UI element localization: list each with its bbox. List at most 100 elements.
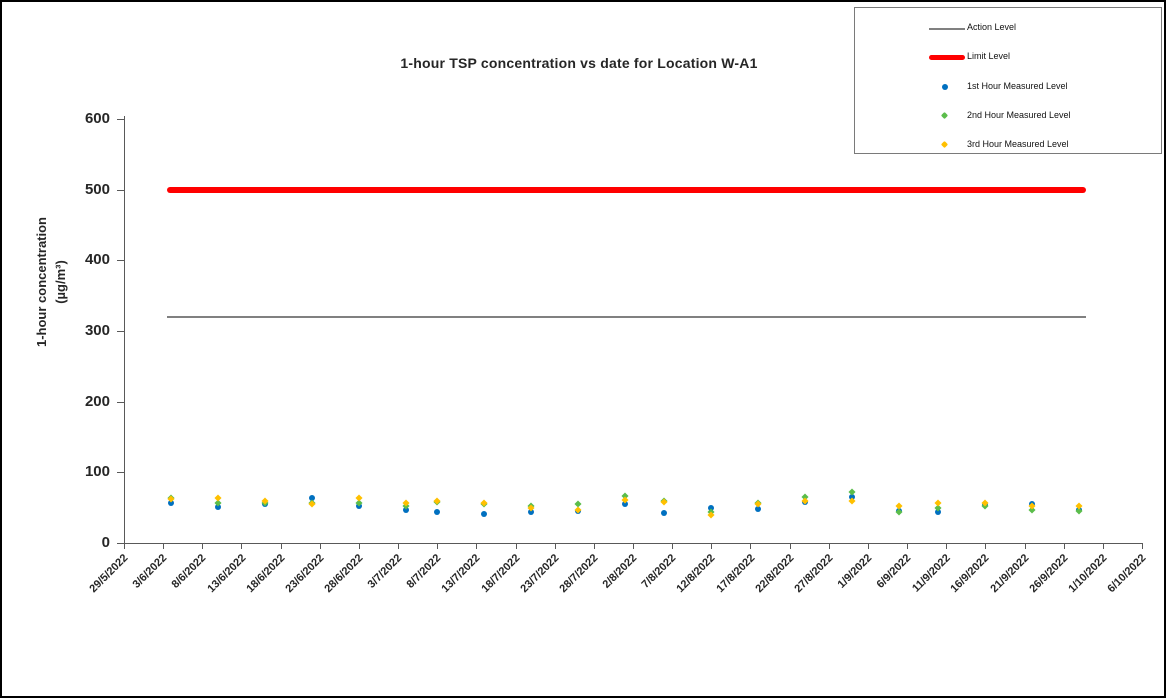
legend: Action Level Limit Level 1st Hour Measur… [854, 7, 1162, 154]
second-hour-marker-icon [940, 111, 949, 120]
x-axis-tick-label: 18/6/2022 [244, 552, 288, 596]
x-axis-tick [1102, 544, 1104, 549]
x-axis-tick-label: 28/7/2022 [557, 552, 601, 596]
x-axis-line [124, 543, 1143, 544]
first-hour-marker-icon [942, 84, 948, 90]
x-axis-tick-label: 27/8/2022 [792, 552, 836, 596]
legend-label: 3rd Hour Measured Level [967, 139, 1069, 149]
x-axis-tick-label: 21/9/2022 [987, 552, 1032, 596]
x-axis-tick-label: 1/10/2022 [1066, 552, 1110, 596]
legend-item-action-level: Action Level [855, 20, 1161, 38]
x-axis-tick-label: 13/7/2022 [439, 552, 483, 596]
legend-label: Limit Level [967, 51, 1011, 61]
y-axis-tick-label: 500 [84, 180, 110, 198]
x-axis-tick-label: 23/7/2022 [518, 552, 562, 596]
x-axis-tick [946, 544, 948, 549]
data-point-hour-1 [167, 499, 174, 506]
data-point-hour-1 [434, 508, 441, 515]
x-axis-tick [554, 544, 556, 549]
legend-label: Action Level [967, 22, 1017, 32]
data-point-hour-3 [934, 499, 942, 507]
x-axis-tick-label: 7/8/2022 [639, 552, 679, 591]
x-axis-tick [202, 544, 204, 549]
third-hour-marker-icon [940, 140, 949, 149]
x-axis-tick-label: 13/6/2022 [204, 552, 248, 596]
legend-label: 2nd Hour Measured Level [967, 110, 1071, 120]
x-axis-tick-label: 17/8/2022 [713, 552, 757, 596]
data-point-hour-3 [480, 499, 488, 507]
y-axis-tick [117, 260, 124, 262]
x-axis-tick-label: 3/6/2022 [130, 552, 170, 591]
data-point-hour-1 [708, 504, 715, 511]
x-axis-tick [1024, 544, 1026, 549]
x-axis-tick [358, 544, 360, 549]
legend-item-2nd-hour: 2nd Hour Measured Level [855, 108, 1161, 126]
data-point-hour-3 [433, 497, 441, 505]
y-axis-tick-label: 600 [84, 110, 110, 127]
x-axis-tick [476, 544, 478, 549]
x-axis-tick-label: 28/6/2022 [322, 552, 366, 596]
x-axis-tick [711, 544, 713, 549]
chart-title: 1-hour TSP concentration vs date for Loc… [400, 55, 758, 71]
x-axis-tick-label: 23/6/2022 [283, 552, 327, 596]
data-point-hour-1 [402, 507, 409, 514]
x-axis-tick-label: 6/9/2022 [874, 552, 914, 591]
data-point-hour-1 [935, 508, 942, 515]
x-axis-tick-label: 1/9/2022 [835, 552, 875, 591]
x-axis-tick [828, 544, 830, 549]
limit-level-line [166, 186, 1087, 193]
y-axis-tick [117, 119, 124, 120]
x-axis-tick [633, 544, 634, 549]
x-axis-tick-label: 8/7/2022 [404, 552, 444, 591]
y-axis-tick [117, 543, 124, 544]
x-axis-tick-label: 12/8/2022 [674, 552, 718, 596]
x-axis-tick-label: 6/10/2022 [1105, 552, 1149, 596]
x-axis-tick-label: 29/5/2022 [87, 552, 131, 596]
legend-item-3rd-hour: 3rd Hour Measured Level [855, 137, 1161, 155]
x-axis-tick [163, 544, 165, 549]
x-axis-tick [515, 544, 517, 549]
data-point-hour-3 [895, 501, 903, 510]
y-axis-tick-label: 200 [84, 392, 110, 410]
y-axis-title: 1-hour concentration (µg/m³) [33, 167, 77, 397]
x-axis-tick-label: 26/9/2022 [1027, 552, 1071, 596]
y-axis-tick [117, 401, 124, 403]
data-point-hour-1 [308, 495, 315, 502]
action-level-line-sample-icon [929, 28, 965, 30]
x-axis-tick [437, 544, 439, 549]
x-axis-tick [319, 544, 321, 549]
legend-item-1st-hour: 1st Hour Measured Level [855, 79, 1161, 97]
x-axis-tick-label: 16/9/2022 [948, 552, 992, 596]
data-point-hour-1 [528, 508, 535, 515]
x-axis-tick-label: 3/7/2022 [365, 552, 405, 591]
x-axis-tick [1063, 544, 1065, 549]
data-point-hour-1 [214, 503, 221, 510]
x-axis-tick [241, 544, 243, 549]
x-axis-tick [280, 544, 282, 549]
y-axis-tick [117, 189, 124, 191]
data-point-hour-1 [622, 501, 629, 508]
x-axis-tick [593, 544, 595, 549]
x-axis-tick [672, 544, 674, 549]
y-axis-tick [117, 472, 124, 474]
x-axis-tick-label: 18/7/2022 [478, 552, 523, 596]
x-axis-tick [789, 544, 791, 549]
y-axis-tick-label: 100 [84, 463, 110, 481]
action-level-line [166, 315, 1087, 318]
limit-level-line-sample-icon [929, 55, 965, 60]
data-point-hour-1 [661, 510, 668, 517]
x-axis-tick [750, 544, 752, 549]
data-point-hour-1 [481, 511, 488, 518]
y-axis-tick-label: 400 [84, 251, 110, 269]
data-point-hour-1 [755, 506, 762, 513]
x-axis-tick [867, 544, 869, 549]
y-axis-tick [117, 331, 124, 332]
y-axis-tick-label: 0 [101, 534, 110, 551]
y-axis-line [124, 116, 125, 548]
x-axis-tick [985, 544, 987, 549]
x-axis-tick [1142, 544, 1143, 549]
y-axis-tick-label: 300 [84, 322, 110, 339]
legend-item-limit-level: Limit Level [855, 49, 1161, 67]
legend-label: 1st Hour Measured Level [967, 81, 1068, 91]
